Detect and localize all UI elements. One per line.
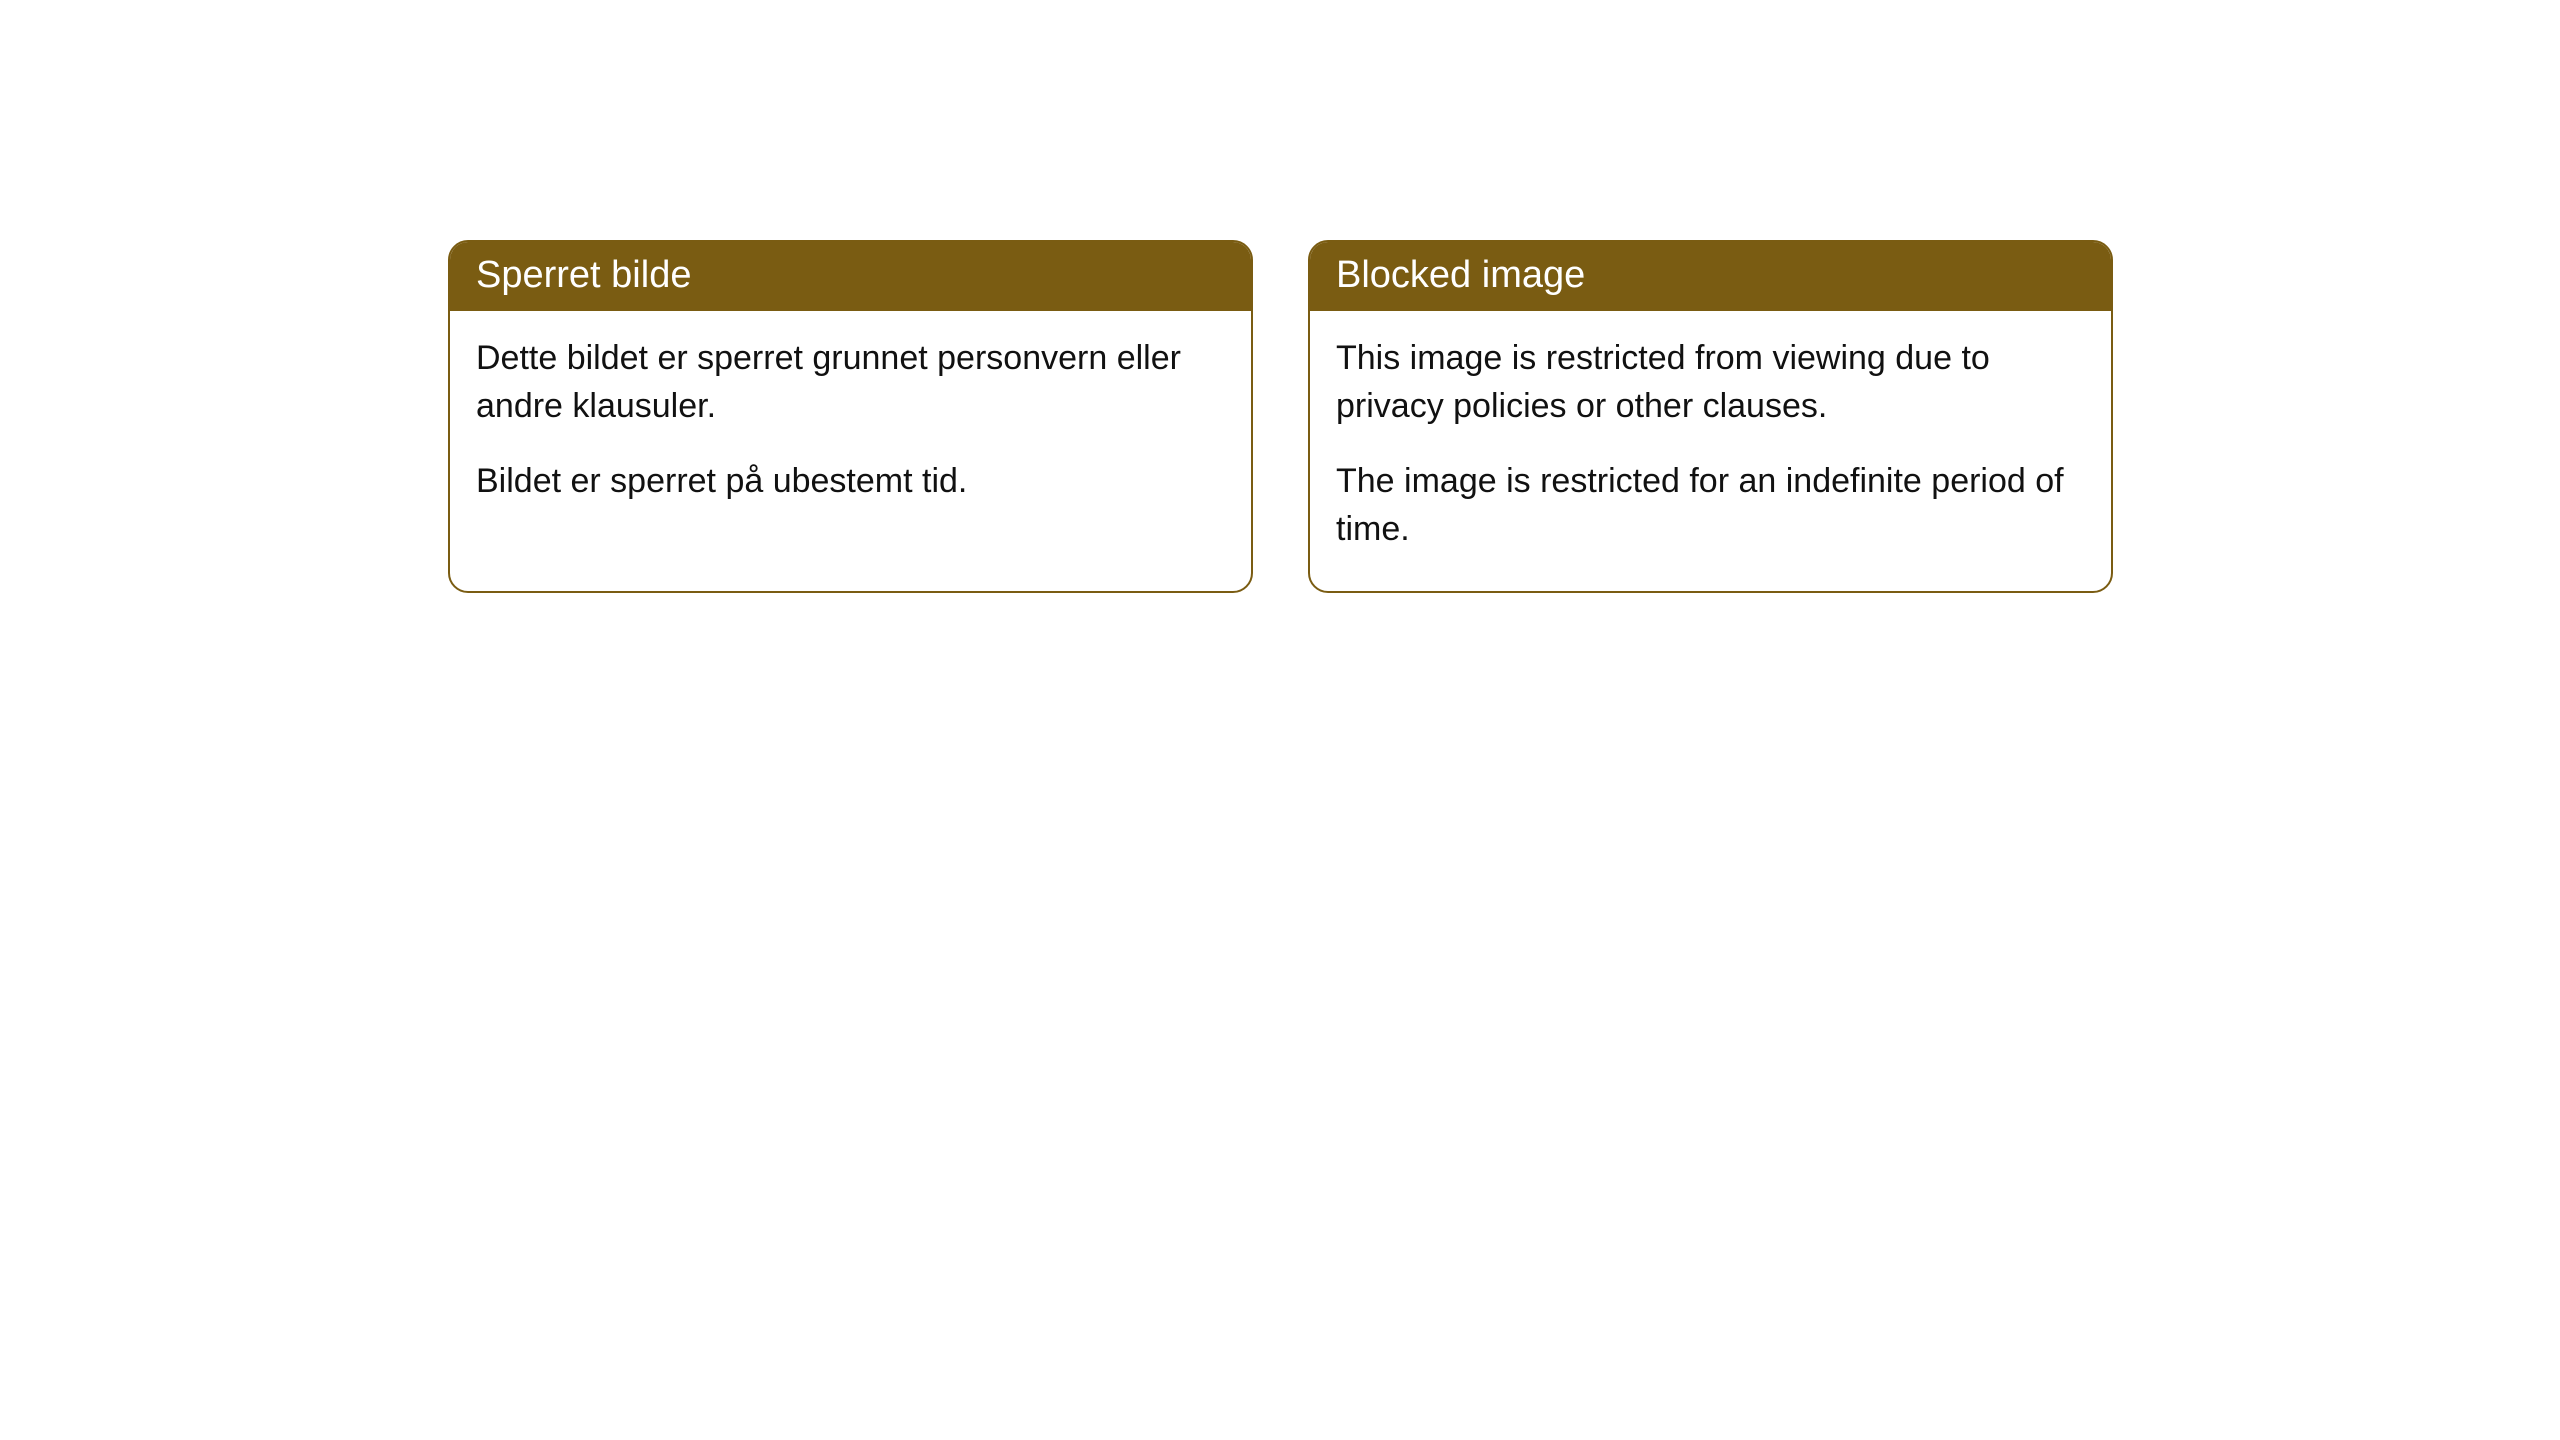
card-paragraph-no-2: Bildet er sperret på ubestemt tid. — [476, 458, 1225, 506]
card-paragraph-no-1: Dette bildet er sperret grunnet personve… — [476, 335, 1225, 430]
card-body-en: This image is restricted from viewing du… — [1310, 311, 2111, 591]
card-body-no: Dette bildet er sperret grunnet personve… — [450, 311, 1251, 544]
blocked-image-card-en: Blocked image This image is restricted f… — [1308, 240, 2113, 593]
card-header-en: Blocked image — [1310, 242, 2111, 311]
card-header-no: Sperret bilde — [450, 242, 1251, 311]
card-paragraph-en-2: The image is restricted for an indefinit… — [1336, 458, 2085, 553]
notice-cards-container: Sperret bilde Dette bildet er sperret gr… — [0, 0, 2560, 593]
card-paragraph-en-1: This image is restricted from viewing du… — [1336, 335, 2085, 430]
blocked-image-card-no: Sperret bilde Dette bildet er sperret gr… — [448, 240, 1253, 593]
